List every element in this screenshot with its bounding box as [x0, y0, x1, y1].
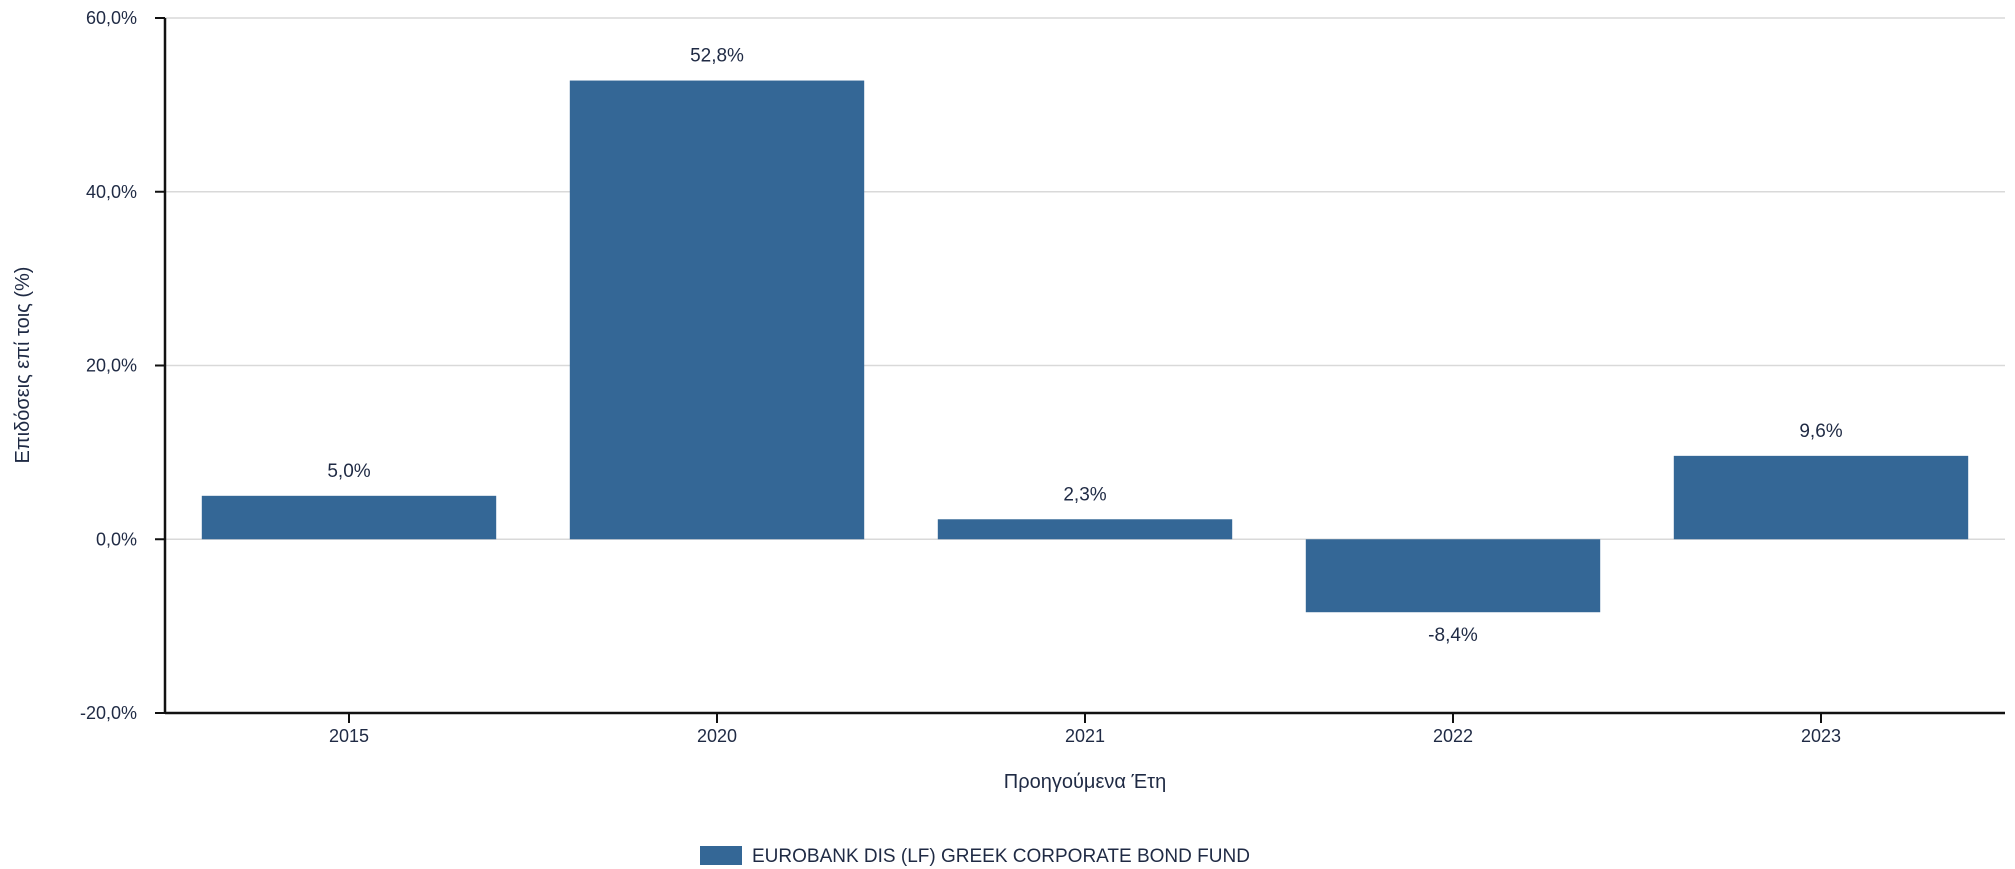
data-label: -8,4% — [1428, 625, 1478, 646]
bar-2022[interactable] — [1305, 539, 1601, 613]
x-axis-title: Προηγούμενα Έτη — [1004, 771, 1166, 793]
bar-2020[interactable] — [569, 80, 865, 540]
bar-2021[interactable] — [937, 519, 1233, 540]
bar-2023[interactable] — [1673, 455, 1969, 540]
x-axis-ticks: 2015 2020 2021 2022 2023 — [329, 713, 1841, 746]
y-tick-label: 0,0% — [96, 529, 137, 549]
x-tick-label: 2023 — [1801, 726, 1841, 746]
gridlines — [165, 17, 2005, 714]
y-tick-label: 60,0% — [86, 8, 137, 28]
y-axis-title: Επιδόσεις επί τοις (%) — [12, 267, 34, 464]
x-tick-label: 2022 — [1433, 726, 1473, 746]
data-label: 9,6% — [1799, 421, 1842, 442]
x-tick-label: 2021 — [1065, 726, 1105, 746]
data-label: 52,8% — [690, 46, 744, 67]
data-label: 2,3% — [1063, 484, 1106, 505]
y-tick-label: 40,0% — [86, 182, 137, 202]
data-label: 5,0% — [327, 461, 370, 482]
legend[interactable]: EUROBANK DIS (LF) GREEK CORPORATE BOND F… — [700, 846, 1250, 867]
y-tick-label: -20,0% — [80, 703, 137, 723]
data-labels: 5,0% 52,8% 2,3% -8,4% 9,6% — [327, 46, 1842, 647]
legend-swatch — [700, 846, 742, 865]
x-tick-label: 2020 — [697, 726, 737, 746]
bar-2015[interactable] — [201, 495, 497, 540]
bars — [201, 80, 1969, 613]
x-tick-label: 2015 — [329, 726, 369, 746]
legend-label: EUROBANK DIS (LF) GREEK CORPORATE BOND F… — [752, 846, 1250, 867]
y-tick-label: 20,0% — [86, 356, 137, 376]
y-axis-ticks: -20,0% 0,0% 20,0% 40,0% 60,0% — [80, 8, 165, 723]
